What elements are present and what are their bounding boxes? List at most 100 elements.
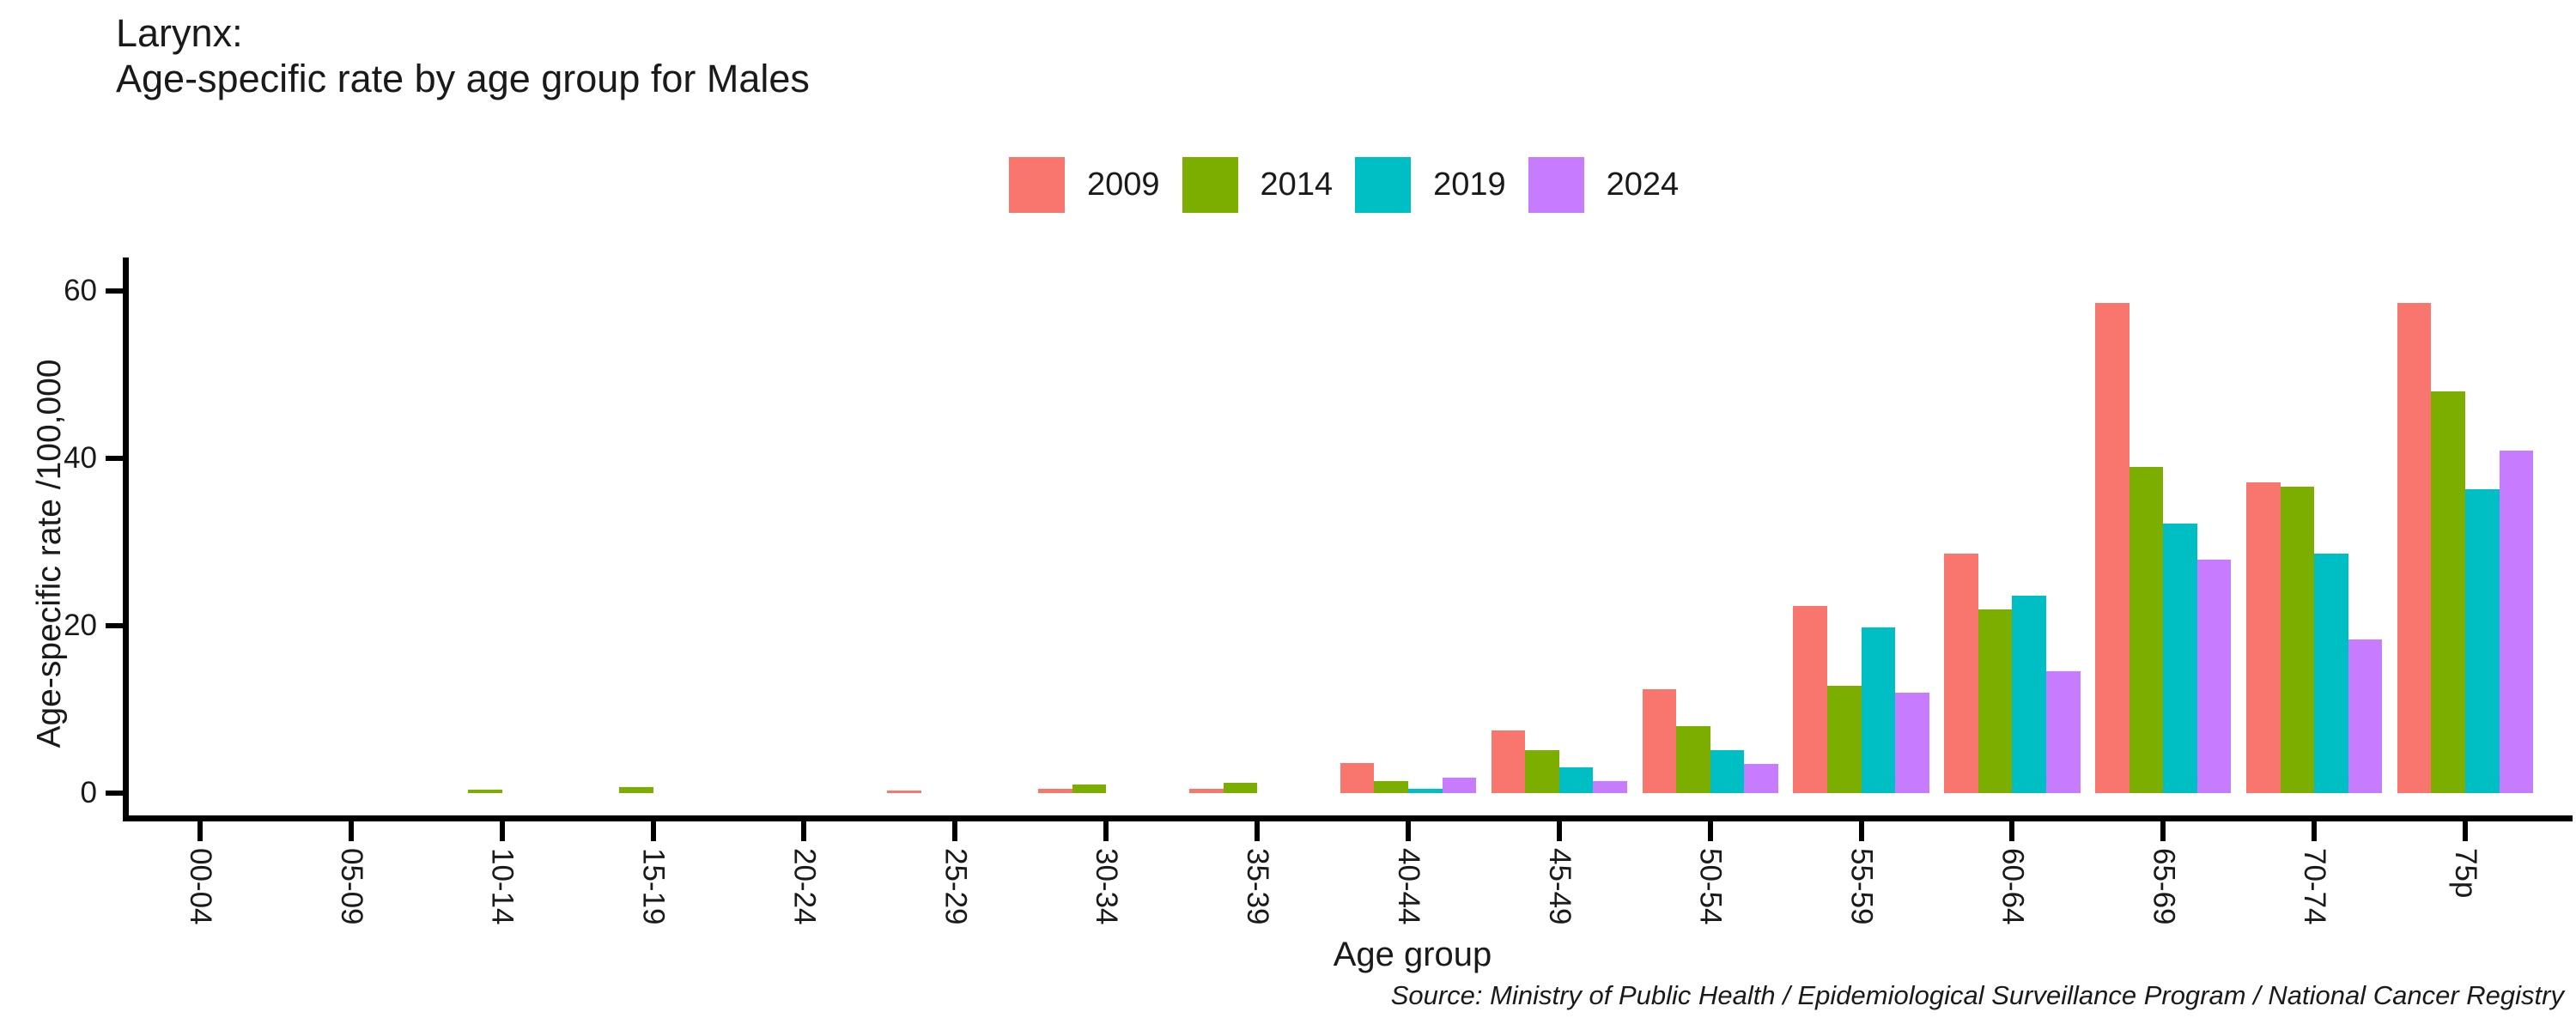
x-tick: [197, 821, 203, 841]
chart-title-line2: Age-specific rate by age group for Males: [116, 57, 810, 100]
y-axis-title: Age-specific rate /100,000: [31, 359, 68, 748]
x-tick-label: 05-09: [334, 848, 368, 925]
y-tick: [106, 288, 123, 294]
legend-label: 2009: [1087, 167, 1160, 203]
legend-label: 2024: [1606, 167, 1680, 203]
x-tick: [1858, 821, 1864, 841]
y-tick: [106, 791, 123, 796]
bar-2019-70-74: [2314, 554, 2348, 793]
bar-2019-75p: [2465, 489, 2500, 793]
bar-2009-30-34: [1038, 789, 1072, 793]
x-tick: [1556, 821, 1562, 841]
bar-2009-40-44: [1340, 762, 1375, 793]
x-tick: [499, 821, 505, 841]
x-tick: [952, 821, 958, 841]
x-tick: [1707, 821, 1713, 841]
x-tick-label: 25-29: [939, 848, 973, 925]
bar-2024-75p: [2499, 451, 2534, 793]
bar-2019-40-44: [1407, 789, 1443, 793]
bar-2014-55-59: [1827, 686, 1862, 793]
bar-2009-75p: [2397, 302, 2432, 793]
x-tick-label: 65-69: [2147, 848, 2181, 925]
legend-swatch: [1009, 157, 1065, 213]
legend-label: 2014: [1260, 167, 1334, 203]
y-tick-label: 0: [80, 776, 97, 809]
bar-2009-25-29: [887, 791, 921, 793]
y-tick: [106, 623, 123, 628]
x-tick-label: 45-49: [1542, 848, 1577, 925]
legend-swatch: [1182, 157, 1238, 213]
y-tick: [106, 456, 123, 461]
bar-2014-30-34: [1072, 785, 1107, 793]
bar-2009-60-64: [1944, 554, 1978, 793]
bar-2014-75p: [2431, 391, 2466, 793]
x-tick-label: 70-74: [2298, 848, 2332, 925]
legend-label: 2019: [1433, 167, 1506, 203]
bar-2014-60-64: [1978, 609, 2013, 793]
x-tick-label: 50-54: [1693, 848, 1728, 925]
x-tick: [2009, 821, 2015, 841]
x-axis-line: [123, 815, 2573, 821]
x-tick-label: 40-44: [1391, 848, 1425, 925]
y-tick-label: 40: [64, 441, 97, 475]
x-tick-label: 60-64: [1996, 848, 2030, 925]
bar-2009-35-39: [1188, 789, 1224, 793]
x-tick: [1255, 821, 1261, 841]
x-tick: [801, 821, 807, 841]
x-tick-label: 20-24: [787, 848, 822, 925]
bar-2014-15-19: [619, 787, 653, 793]
bar-2024-40-44: [1442, 778, 1477, 793]
x-tick: [2160, 821, 2166, 841]
legend-item-2009: 2009: [1009, 157, 1160, 213]
bar-2009-45-49: [1491, 730, 1526, 793]
bar-2024-70-74: [2348, 639, 2383, 793]
x-axis-title: Age group: [1333, 936, 1492, 973]
x-tick: [2463, 821, 2469, 841]
bar-2024-45-49: [1593, 781, 1627, 793]
bar-2019-65-69: [2163, 524, 2197, 793]
bar-2009-65-69: [2095, 302, 2129, 793]
x-tick: [650, 821, 656, 841]
bar-2024-60-64: [2046, 670, 2081, 793]
y-axis-line: [123, 258, 129, 821]
x-tick-label: 30-34: [1090, 848, 1124, 925]
x-tick-label: 55-59: [1844, 848, 1879, 925]
legend-swatch: [1528, 157, 1584, 213]
x-tick: [348, 821, 354, 841]
bar-2019-45-49: [1558, 766, 1594, 793]
x-tick-label: 00-04: [184, 848, 217, 925]
bar-2024-50-54: [1744, 763, 1778, 793]
chart-title: Larynx: Age-specific rate by age group f…: [116, 10, 810, 101]
legend: 2009 2014 2019 2024: [1009, 157, 1701, 213]
bar-2014-70-74: [2280, 487, 2315, 793]
x-tick: [1103, 821, 1109, 841]
legend-item-2014: 2014: [1182, 157, 1334, 213]
legend-swatch: [1355, 157, 1412, 213]
y-tick-label: 20: [64, 609, 97, 642]
source-note: Source: Ministry of Public Health / Epid…: [1390, 980, 2564, 1010]
bar-2009-55-59: [1793, 605, 1827, 793]
x-tick-label: 75p: [2449, 848, 2483, 899]
bar-2014-40-44: [1374, 781, 1408, 793]
x-tick-label: 15-19: [636, 848, 671, 925]
bar-2014-50-54: [1676, 726, 1710, 793]
bar-2024-65-69: [2196, 559, 2232, 793]
bar-2014-10-14: [468, 790, 502, 793]
bar-2014-35-39: [1223, 783, 1258, 793]
x-tick-label: 10-14: [485, 848, 519, 925]
x-tick: [2312, 821, 2318, 841]
x-tick-label: 35-39: [1241, 848, 1275, 925]
bar-2019-60-64: [2012, 595, 2046, 793]
bar-2009-70-74: [2246, 482, 2281, 793]
bar-2014-45-49: [1525, 750, 1559, 793]
bar-2019-55-59: [1861, 627, 1896, 793]
bar-2024-55-59: [1895, 693, 1929, 793]
legend-item-2019: 2019: [1355, 157, 1506, 213]
chart-title-line1: Larynx:: [116, 11, 243, 55]
x-tick: [1405, 821, 1411, 841]
bar-2009-50-54: [1642, 689, 1677, 793]
bar-2019-50-54: [1710, 750, 1745, 793]
y-tick-label: 60: [64, 274, 97, 307]
bar-2014-65-69: [2129, 466, 2164, 793]
